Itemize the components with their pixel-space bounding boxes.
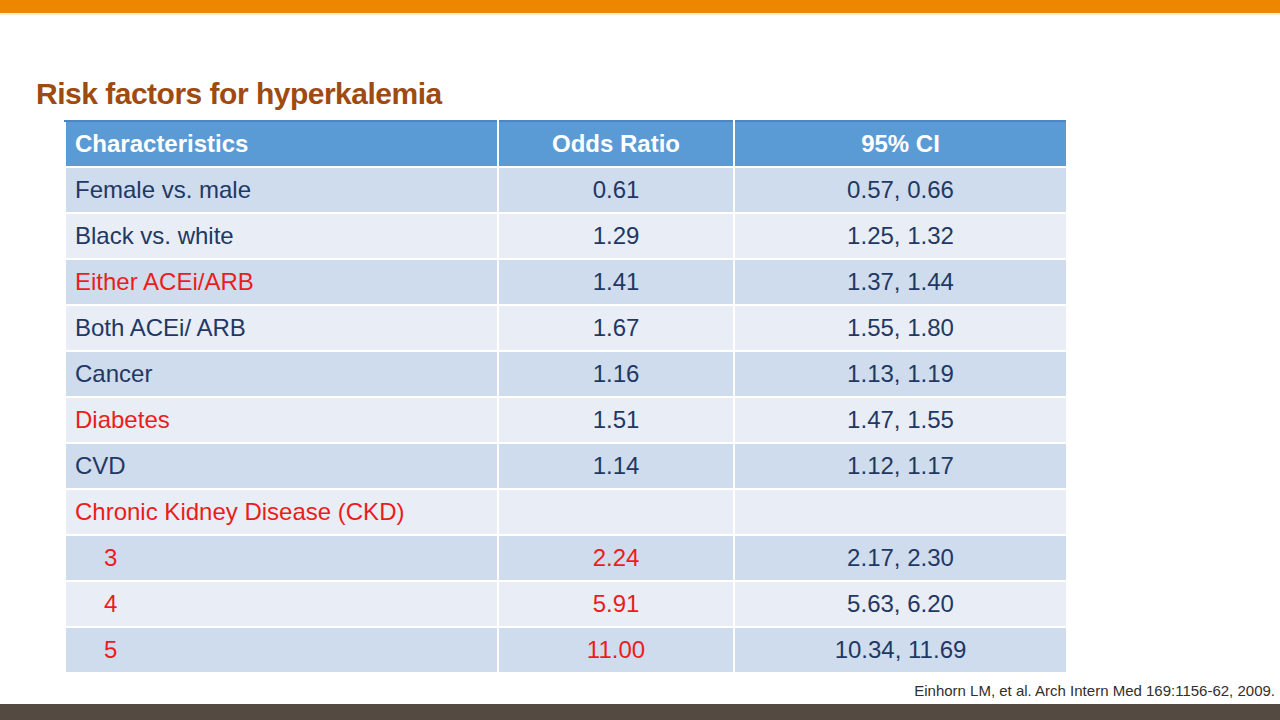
row-label: Both ACEi/ ARB bbox=[65, 305, 498, 351]
ci-value: 1.47, 1.55 bbox=[734, 397, 1067, 443]
odds-ratio-value: 2.24 bbox=[498, 535, 734, 581]
table-row: CVD1.141.12, 1.17 bbox=[65, 443, 1067, 489]
risk-factors-table-container: Characteristics Odds Ratio 95% CI Female… bbox=[64, 120, 1066, 674]
odds-ratio-value: 1.14 bbox=[498, 443, 734, 489]
odds-ratio-value: 1.51 bbox=[498, 397, 734, 443]
table-row: 45.915.63, 6.20 bbox=[65, 581, 1067, 627]
ci-value: 10.34, 11.69 bbox=[734, 627, 1067, 673]
page-title: Risk factors for hyperkalemia bbox=[36, 77, 442, 111]
row-label: 5 bbox=[65, 627, 498, 673]
ci-value: 5.63, 6.20 bbox=[734, 581, 1067, 627]
row-label: Female vs. male bbox=[65, 167, 498, 213]
row-label: 4 bbox=[65, 581, 498, 627]
odds-ratio-value: 0.61 bbox=[498, 167, 734, 213]
table-row: Either ACEi/ARB1.411.37, 1.44 bbox=[65, 259, 1067, 305]
row-label: 3 bbox=[65, 535, 498, 581]
ci-value: 1.25, 1.32 bbox=[734, 213, 1067, 259]
row-label: Cancer bbox=[65, 351, 498, 397]
top-accent-bar bbox=[0, 0, 1280, 15]
column-header-odds-ratio: Odds Ratio bbox=[498, 121, 734, 167]
table-row: Cancer1.161.13, 1.19 bbox=[65, 351, 1067, 397]
ci-value: 1.55, 1.80 bbox=[734, 305, 1067, 351]
table-row: 32.242.17, 2.30 bbox=[65, 535, 1067, 581]
table-row: Female vs. male0.610.57, 0.66 bbox=[65, 167, 1067, 213]
ci-value: 0.57, 0.66 bbox=[734, 167, 1067, 213]
ci-value bbox=[734, 489, 1067, 535]
ci-value: 1.12, 1.17 bbox=[734, 443, 1067, 489]
citation: Einhorn LM, et al. Arch Intern Med 169:1… bbox=[914, 682, 1275, 699]
row-label: Either ACEi/ARB bbox=[65, 259, 498, 305]
odds-ratio-value bbox=[498, 489, 734, 535]
row-label: Black vs. white bbox=[65, 213, 498, 259]
ci-value: 1.37, 1.44 bbox=[734, 259, 1067, 305]
column-header-characteristics: Characteristics bbox=[65, 121, 498, 167]
row-label: CVD bbox=[65, 443, 498, 489]
odds-ratio-value: 1.41 bbox=[498, 259, 734, 305]
risk-factors-table: Characteristics Odds Ratio 95% CI Female… bbox=[64, 120, 1068, 674]
column-header-95-ci: 95% CI bbox=[734, 121, 1067, 167]
table-row: Both ACEi/ ARB1.671.55, 1.80 bbox=[65, 305, 1067, 351]
table-row: Black vs. white1.291.25, 1.32 bbox=[65, 213, 1067, 259]
table-body: Female vs. male0.610.57, 0.66Black vs. w… bbox=[65, 167, 1067, 673]
table-row: Chronic Kidney Disease (CKD) bbox=[65, 489, 1067, 535]
footer-bar bbox=[0, 704, 1280, 720]
table-header-row: Characteristics Odds Ratio 95% CI bbox=[65, 121, 1067, 167]
row-label: Chronic Kidney Disease (CKD) bbox=[65, 489, 498, 535]
odds-ratio-value: 5.91 bbox=[498, 581, 734, 627]
odds-ratio-value: 1.16 bbox=[498, 351, 734, 397]
ci-value: 2.17, 2.30 bbox=[734, 535, 1067, 581]
odds-ratio-value: 1.67 bbox=[498, 305, 734, 351]
table-row: Diabetes1.511.47, 1.55 bbox=[65, 397, 1067, 443]
ci-value: 1.13, 1.19 bbox=[734, 351, 1067, 397]
odds-ratio-value: 11.00 bbox=[498, 627, 734, 673]
odds-ratio-value: 1.29 bbox=[498, 213, 734, 259]
table-header: Characteristics Odds Ratio 95% CI bbox=[65, 121, 1067, 167]
row-label: Diabetes bbox=[65, 397, 498, 443]
table-row: 511.0010.34, 11.69 bbox=[65, 627, 1067, 673]
